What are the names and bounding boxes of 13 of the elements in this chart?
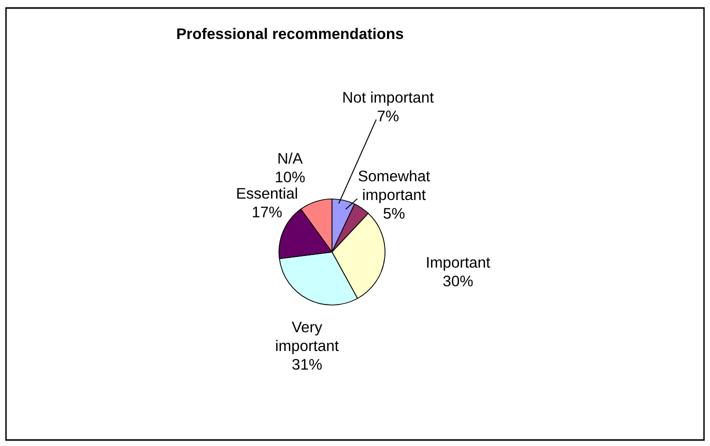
slice-label: Essential	[237, 188, 297, 199]
data-label: 7%	[378, 110, 398, 122]
slice-label: Very important	[276, 322, 339, 354]
slice-label: Important	[427, 257, 490, 271]
data-label: 30%	[443, 276, 473, 286]
data-label: 10%	[276, 172, 305, 182]
chart-title: Professional recommendations	[177, 28, 404, 40]
slice-label: N/A	[278, 152, 303, 164]
data-label: 17%	[252, 206, 282, 218]
data-label: 31%	[292, 358, 322, 370]
slice-label: Somewhat important	[358, 170, 430, 204]
slice-label: Not important	[343, 92, 434, 106]
data-label: 5%	[384, 208, 404, 219]
